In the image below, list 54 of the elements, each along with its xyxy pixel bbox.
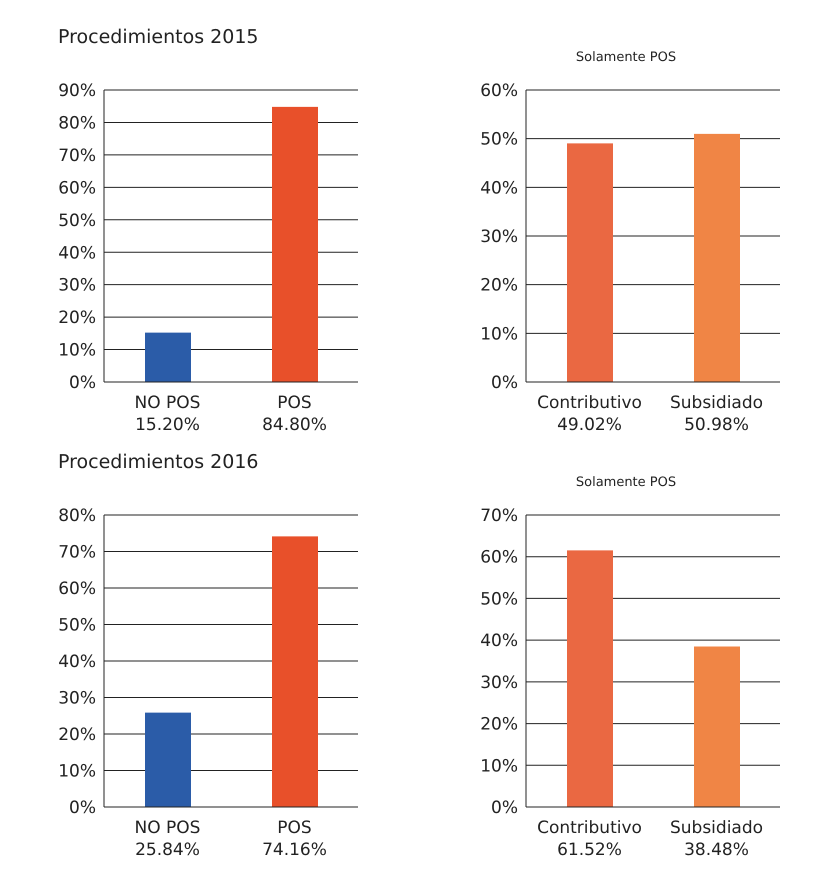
x-tick-label: Contributivo [537, 393, 642, 413]
x-tick-label: POS [277, 818, 312, 838]
data-label: 25.84% [135, 840, 200, 860]
y-tick-label: 40% [480, 178, 518, 198]
y-tick-label: 20% [58, 308, 96, 328]
x-tick-label: POS [277, 393, 312, 413]
chart-title: Solamente POS [574, 50, 678, 65]
data-label: 38.48% [684, 840, 749, 860]
y-tick-label: 10% [58, 762, 96, 782]
y-tick-label: 20% [480, 714, 518, 735]
y-tick-label: 80% [58, 506, 96, 526]
y-tick-label: 40% [480, 631, 518, 652]
y-tick-label: 0% [69, 373, 96, 394]
y-tick-label: 20% [58, 725, 96, 746]
y-tick-label: 50% [58, 210, 96, 231]
y-tick-label: 80% [58, 113, 96, 134]
y-tick-label: 90% [58, 81, 96, 102]
data-label: 15.20% [135, 415, 200, 435]
y-tick-label: 70% [58, 146, 96, 166]
y-tick-label: 70% [480, 506, 518, 526]
x-tick-label: Subsidiado [670, 393, 764, 413]
y-tick-label: 50% [480, 589, 518, 610]
y-tick-label: 50% [480, 130, 518, 150]
y-tick-label: 10% [480, 756, 518, 776]
data-label: 61.52% [557, 840, 622, 860]
y-tick-label: 30% [480, 672, 518, 693]
y-tick-label: 40% [58, 652, 96, 672]
x-tick-label: NO POS [134, 393, 200, 413]
y-tick-label: 0% [69, 798, 96, 818]
chart-title: Procedimientos 2016 [58, 451, 260, 473]
data-label: 74.16% [262, 840, 327, 860]
y-tick-label: 60% [480, 548, 518, 568]
y-tick-label: 10% [480, 324, 518, 344]
x-tick-label: Contributivo [537, 818, 642, 838]
y-tick-label: 60% [58, 178, 96, 198]
y-tick-label: 30% [58, 276, 96, 296]
chart-title: Solamente POS [574, 475, 678, 490]
y-tick-label: 60% [58, 579, 96, 600]
y-tick-label: 10% [58, 340, 96, 361]
data-label: 50.98% [684, 415, 749, 435]
chart-title: Procedimientos 2015 [58, 26, 260, 48]
x-tick-label: Subsidiado [670, 818, 764, 838]
y-tick-label: 30% [480, 227, 518, 248]
data-label: 49.02% [557, 415, 622, 435]
y-tick-label: 0% [491, 798, 518, 818]
y-tick-label: 40% [58, 243, 96, 264]
y-tick-label: 20% [480, 276, 518, 296]
y-tick-label: 0% [491, 373, 518, 394]
y-tick-label: 70% [58, 542, 96, 563]
y-tick-label: 30% [58, 688, 96, 709]
y-tick-label: 50% [58, 616, 96, 636]
data-label: 84.80% [262, 415, 327, 435]
y-tick-label: 60% [480, 81, 518, 102]
x-tick-label: NO POS [134, 818, 200, 838]
